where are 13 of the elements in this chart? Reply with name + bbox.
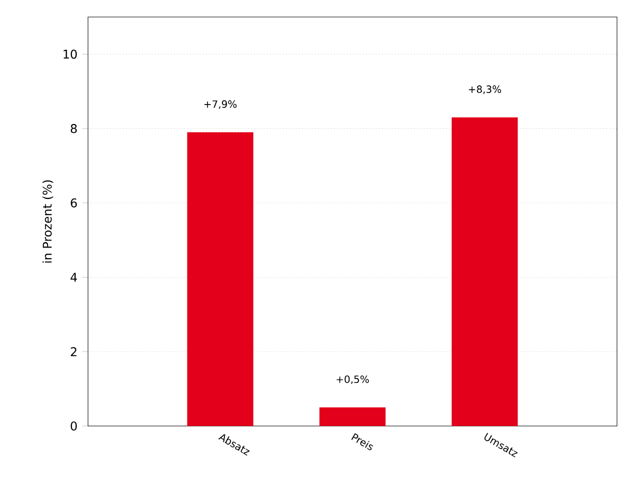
y-tick-label: 8 bbox=[70, 124, 77, 134]
bar bbox=[452, 117, 518, 426]
data-label: +0,5% bbox=[336, 375, 369, 384]
data-label: +8,3% bbox=[468, 85, 502, 94]
y-tick-label: 0 bbox=[70, 421, 77, 431]
y-tick-label: 6 bbox=[70, 198, 77, 208]
bar bbox=[187, 132, 254, 426]
y-tick-label: 2 bbox=[70, 347, 76, 356]
y-tick-label: 10 bbox=[64, 50, 77, 59]
bar bbox=[319, 407, 386, 426]
y-axis-title: in Prozent (%) bbox=[42, 180, 54, 263]
y-tick-label: 4 bbox=[70, 272, 77, 282]
data-label: +7,9% bbox=[204, 100, 237, 109]
